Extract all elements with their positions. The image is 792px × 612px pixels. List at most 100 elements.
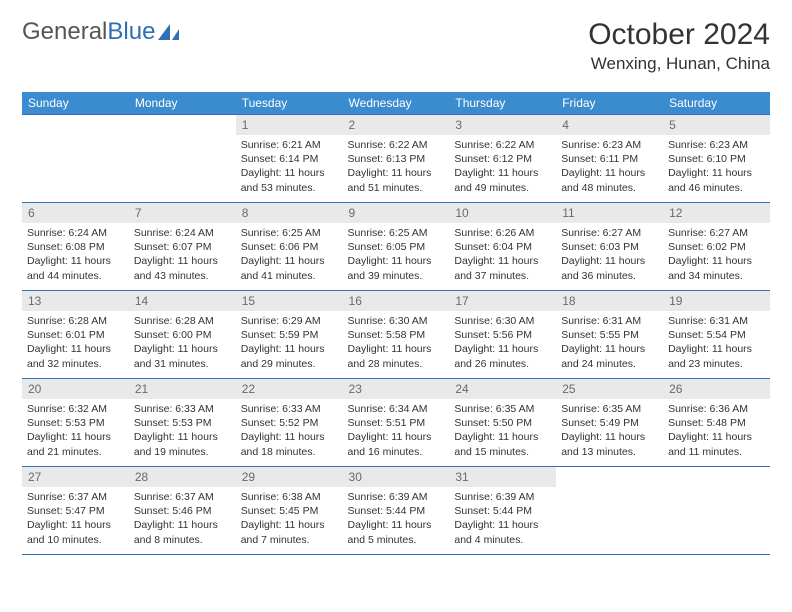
day-cell: 1Sunrise: 6:21 AMSunset: 6:14 PMDaylight… xyxy=(236,115,343,203)
table-row: 13Sunrise: 6:28 AMSunset: 6:01 PMDayligh… xyxy=(22,291,770,379)
sunset-label: Sunset: 5:56 PM xyxy=(454,328,551,342)
daylight-label: Daylight: 11 hours and 49 minutes. xyxy=(454,166,551,194)
daylight-label: Daylight: 11 hours and 46 minutes. xyxy=(668,166,765,194)
day-text: Sunrise: 6:28 AMSunset: 6:00 PMDaylight:… xyxy=(129,311,236,375)
day-cell: 19Sunrise: 6:31 AMSunset: 5:54 PMDayligh… xyxy=(663,291,770,379)
day-number: 11 xyxy=(556,203,663,223)
daylight-label: Daylight: 11 hours and 53 minutes. xyxy=(241,166,338,194)
daylight-label: Daylight: 11 hours and 51 minutes. xyxy=(348,166,445,194)
sunrise-label: Sunrise: 6:24 AM xyxy=(134,226,231,240)
sunrise-label: Sunrise: 6:39 AM xyxy=(348,490,445,504)
day-number: 3 xyxy=(449,115,556,135)
day-text: Sunrise: 6:24 AMSunset: 6:07 PMDaylight:… xyxy=(129,223,236,287)
day-text: Sunrise: 6:26 AMSunset: 6:04 PMDaylight:… xyxy=(449,223,556,287)
sunrise-label: Sunrise: 6:25 AM xyxy=(241,226,338,240)
sunset-label: Sunset: 6:13 PM xyxy=(348,152,445,166)
day-number: 8 xyxy=(236,203,343,223)
sunrise-label: Sunrise: 6:23 AM xyxy=(561,138,658,152)
day-text: Sunrise: 6:25 AMSunset: 6:06 PMDaylight:… xyxy=(236,223,343,287)
calendar-table: SundayMondayTuesdayWednesdayThursdayFrid… xyxy=(22,92,770,555)
day-number: 10 xyxy=(449,203,556,223)
sunset-label: Sunset: 5:52 PM xyxy=(241,416,338,430)
sunset-label: Sunset: 5:44 PM xyxy=(454,504,551,518)
day-number: 27 xyxy=(22,467,129,487)
sunset-label: Sunset: 5:53 PM xyxy=(134,416,231,430)
sunrise-label: Sunrise: 6:37 AM xyxy=(134,490,231,504)
day-number: 1 xyxy=(236,115,343,135)
day-cell: 25Sunrise: 6:35 AMSunset: 5:49 PMDayligh… xyxy=(556,379,663,467)
title-block: October 2024 Wenxing, Hunan, China xyxy=(588,18,770,74)
sunrise-label: Sunrise: 6:27 AM xyxy=(668,226,765,240)
daylight-label: Daylight: 11 hours and 43 minutes. xyxy=(134,254,231,282)
day-number: 12 xyxy=(663,203,770,223)
day-number: 7 xyxy=(129,203,236,223)
daylight-label: Daylight: 11 hours and 36 minutes. xyxy=(561,254,658,282)
logo: GeneralBlue xyxy=(22,18,183,46)
logo-word-blue: Blue xyxy=(107,18,155,46)
day-cell: 10Sunrise: 6:26 AMSunset: 6:04 PMDayligh… xyxy=(449,203,556,291)
col-header-monday: Monday xyxy=(129,92,236,115)
day-number: 30 xyxy=(343,467,450,487)
sunset-label: Sunset: 6:03 PM xyxy=(561,240,658,254)
day-number: 9 xyxy=(343,203,450,223)
daylight-label: Daylight: 11 hours and 48 minutes. xyxy=(561,166,658,194)
day-cell: 6Sunrise: 6:24 AMSunset: 6:08 PMDaylight… xyxy=(22,203,129,291)
day-cell: 13Sunrise: 6:28 AMSunset: 6:01 PMDayligh… xyxy=(22,291,129,379)
sunrise-label: Sunrise: 6:30 AM xyxy=(348,314,445,328)
day-text: Sunrise: 6:33 AMSunset: 5:53 PMDaylight:… xyxy=(129,399,236,463)
day-number: 23 xyxy=(343,379,450,399)
col-header-wednesday: Wednesday xyxy=(343,92,450,115)
sunset-label: Sunset: 5:58 PM xyxy=(348,328,445,342)
sunset-label: Sunset: 5:50 PM xyxy=(454,416,551,430)
sunset-label: Sunset: 6:11 PM xyxy=(561,152,658,166)
daylight-label: Daylight: 11 hours and 31 minutes. xyxy=(134,342,231,370)
day-text: Sunrise: 6:31 AMSunset: 5:55 PMDaylight:… xyxy=(556,311,663,375)
day-cell xyxy=(663,467,770,555)
day-number: 28 xyxy=(129,467,236,487)
sunrise-label: Sunrise: 6:21 AM xyxy=(241,138,338,152)
day-text: Sunrise: 6:37 AMSunset: 5:46 PMDaylight:… xyxy=(129,487,236,551)
day-text: Sunrise: 6:30 AMSunset: 5:58 PMDaylight:… xyxy=(343,311,450,375)
col-header-tuesday: Tuesday xyxy=(236,92,343,115)
sunrise-label: Sunrise: 6:31 AM xyxy=(668,314,765,328)
daylight-label: Daylight: 11 hours and 34 minutes. xyxy=(668,254,765,282)
day-number: 20 xyxy=(22,379,129,399)
logo-word-general: General xyxy=(22,18,107,46)
col-header-sunday: Sunday xyxy=(22,92,129,115)
sunrise-label: Sunrise: 6:38 AM xyxy=(241,490,338,504)
daylight-label: Daylight: 11 hours and 8 minutes. xyxy=(134,518,231,546)
sunrise-label: Sunrise: 6:37 AM xyxy=(27,490,124,504)
daylight-label: Daylight: 11 hours and 19 minutes. xyxy=(134,430,231,458)
day-number: 4 xyxy=(556,115,663,135)
day-number: 18 xyxy=(556,291,663,311)
sunrise-label: Sunrise: 6:24 AM xyxy=(27,226,124,240)
day-text: Sunrise: 6:27 AMSunset: 6:02 PMDaylight:… xyxy=(663,223,770,287)
daylight-label: Daylight: 11 hours and 11 minutes. xyxy=(668,430,765,458)
sunset-label: Sunset: 6:08 PM xyxy=(27,240,124,254)
day-text: Sunrise: 6:21 AMSunset: 6:14 PMDaylight:… xyxy=(236,135,343,199)
sunrise-label: Sunrise: 6:22 AM xyxy=(348,138,445,152)
daylight-label: Daylight: 11 hours and 41 minutes. xyxy=(241,254,338,282)
daylight-label: Daylight: 11 hours and 32 minutes. xyxy=(27,342,124,370)
logo-sail-icon xyxy=(157,22,183,42)
daylight-label: Daylight: 11 hours and 29 minutes. xyxy=(241,342,338,370)
sunset-label: Sunset: 6:06 PM xyxy=(241,240,338,254)
sunrise-label: Sunrise: 6:36 AM xyxy=(668,402,765,416)
day-number: 17 xyxy=(449,291,556,311)
day-number: 31 xyxy=(449,467,556,487)
day-text: Sunrise: 6:27 AMSunset: 6:03 PMDaylight:… xyxy=(556,223,663,287)
day-cell xyxy=(556,467,663,555)
sunset-label: Sunset: 5:48 PM xyxy=(668,416,765,430)
sunrise-label: Sunrise: 6:31 AM xyxy=(561,314,658,328)
sunrise-label: Sunrise: 6:28 AM xyxy=(134,314,231,328)
day-cell: 30Sunrise: 6:39 AMSunset: 5:44 PMDayligh… xyxy=(343,467,450,555)
sunset-label: Sunset: 5:49 PM xyxy=(561,416,658,430)
day-cell: 15Sunrise: 6:29 AMSunset: 5:59 PMDayligh… xyxy=(236,291,343,379)
sunset-label: Sunset: 5:46 PM xyxy=(134,504,231,518)
day-text: Sunrise: 6:38 AMSunset: 5:45 PMDaylight:… xyxy=(236,487,343,551)
day-number: 25 xyxy=(556,379,663,399)
daylight-label: Daylight: 11 hours and 7 minutes. xyxy=(241,518,338,546)
sunset-label: Sunset: 6:07 PM xyxy=(134,240,231,254)
day-text: Sunrise: 6:31 AMSunset: 5:54 PMDaylight:… xyxy=(663,311,770,375)
sunrise-label: Sunrise: 6:25 AM xyxy=(348,226,445,240)
